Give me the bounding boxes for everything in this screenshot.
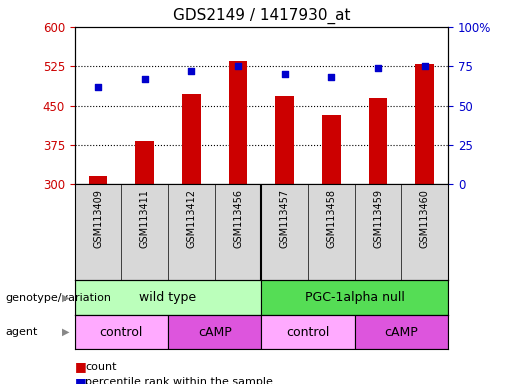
Point	[327, 74, 335, 80]
Bar	[135, 141, 154, 184]
Bar	[261, 315, 355, 349]
Bar	[261, 280, 448, 315]
Bar	[75, 280, 261, 315]
Text: ▶: ▶	[62, 293, 70, 303]
Text: control: control	[100, 326, 143, 339]
Text: GSM113411: GSM113411	[140, 189, 150, 248]
Text: ■: ■	[75, 376, 87, 384]
Text: GSM113412: GSM113412	[186, 189, 196, 248]
Bar	[229, 61, 247, 184]
Text: GSM113409: GSM113409	[93, 189, 103, 248]
Text: cAMP: cAMP	[385, 326, 418, 339]
Bar	[276, 96, 294, 184]
Text: GSM113459: GSM113459	[373, 189, 383, 248]
Text: cAMP: cAMP	[198, 326, 232, 339]
Bar	[369, 98, 387, 184]
Point	[141, 76, 149, 82]
Text: control: control	[286, 326, 330, 339]
Text: agent: agent	[5, 327, 38, 337]
Point	[94, 84, 102, 90]
Bar	[322, 115, 341, 184]
Text: GSM113456: GSM113456	[233, 189, 243, 248]
Point	[421, 63, 429, 69]
Text: ▶: ▶	[62, 327, 70, 337]
Text: ■: ■	[75, 360, 87, 373]
Point	[374, 65, 382, 71]
Title: GDS2149 / 1417930_at: GDS2149 / 1417930_at	[173, 8, 350, 24]
Bar	[182, 94, 201, 184]
Bar	[355, 315, 448, 349]
Bar	[89, 176, 107, 184]
Text: genotype/variation: genotype/variation	[5, 293, 111, 303]
Point	[234, 63, 242, 69]
Text: GSM113460: GSM113460	[420, 189, 430, 248]
Text: GSM113457: GSM113457	[280, 189, 290, 248]
Text: GSM113458: GSM113458	[327, 189, 336, 248]
Bar	[416, 64, 434, 184]
Text: PGC-1alpha null: PGC-1alpha null	[305, 291, 405, 304]
Point	[187, 68, 196, 74]
Text: wild type: wild type	[140, 291, 197, 304]
Bar	[75, 315, 168, 349]
Point	[281, 71, 289, 77]
Bar	[168, 315, 261, 349]
Text: percentile rank within the sample: percentile rank within the sample	[85, 377, 273, 384]
Text: count: count	[85, 362, 116, 372]
